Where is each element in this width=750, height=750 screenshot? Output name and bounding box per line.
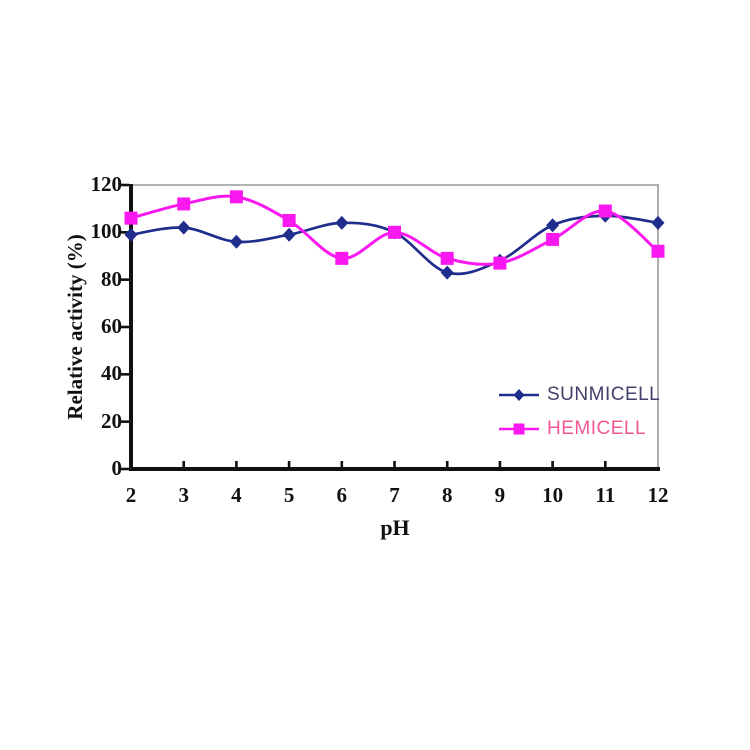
legend-item-hemicell: HEMICELL: [497, 414, 660, 444]
x-tick-label: 7: [389, 483, 400, 507]
x-tick-label: 10: [542, 483, 564, 507]
x-tick-label: 3: [178, 483, 189, 507]
y-tick-label: 100: [90, 219, 123, 244]
legend-label-sunmicell: SUNMICELL: [547, 384, 661, 405]
legend: SUNMICELL HEMICELL: [497, 380, 660, 444]
x-tick-label: 5: [283, 483, 295, 507]
y-tick-label: 40: [101, 361, 122, 386]
legend-marker-sunmicell-icon: [499, 389, 539, 401]
y-tick-label: 20: [101, 408, 122, 433]
y-tick-label: 80: [101, 266, 122, 291]
x-tick-label: 2: [125, 483, 137, 507]
legend-marker-hemicell-icon: [499, 423, 539, 435]
series-hemicell: [124, 190, 665, 270]
legend-item-sunmicell: SUNMICELL: [497, 380, 660, 410]
y-tick-label: 120: [90, 172, 123, 196]
x-tick-label: 9: [494, 483, 506, 507]
x-tick-label: 11: [595, 483, 616, 507]
x-tick-label: 8: [441, 483, 453, 507]
x-axis-title: pH: [380, 515, 410, 540]
x-tick-label: 4: [231, 483, 242, 507]
legend-label-hemicell: HEMICELL: [547, 418, 647, 439]
x-tick-label: 6: [336, 483, 348, 507]
y-axis-title: Relative activity (%): [63, 234, 87, 420]
y-tick-label: 60: [101, 314, 122, 338]
y-tick-label: 0: [111, 456, 123, 480]
x-tick-label: 12: [647, 483, 669, 507]
